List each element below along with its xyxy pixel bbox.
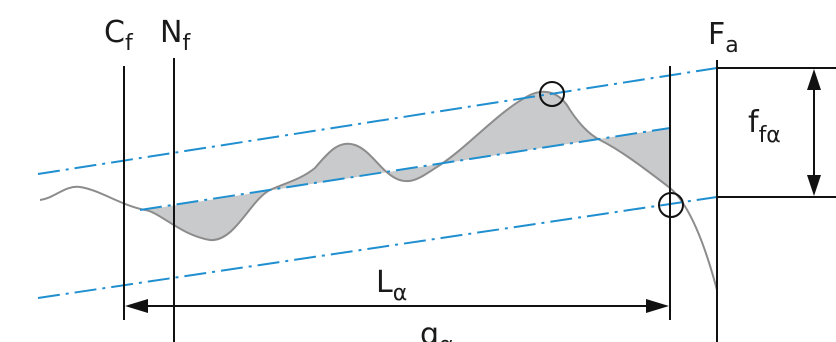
ffa-label: ffα: [748, 105, 781, 148]
nf-label: Nf: [160, 15, 191, 56]
la-label: Lα: [376, 265, 407, 306]
mean-profile-line: [139, 127, 671, 211]
la-arrow-right: [646, 299, 669, 313]
profile-curve: [39, 90, 718, 291]
ffa-arrow-down: [807, 175, 821, 196]
fa-label: Fa: [708, 17, 739, 58]
upper-contact-marker: [539, 81, 565, 107]
ffa-arrow-up: [807, 69, 821, 90]
lower-contact-marker: [658, 192, 684, 218]
cf-label: Cf: [104, 15, 134, 56]
ga-label: gα: [420, 317, 454, 342]
lower-tolerance-line: [37, 196, 718, 299]
la-arrow-left: [125, 299, 148, 313]
deviation-area: [145, 91, 670, 241]
upper-tolerance-line: [37, 67, 718, 175]
